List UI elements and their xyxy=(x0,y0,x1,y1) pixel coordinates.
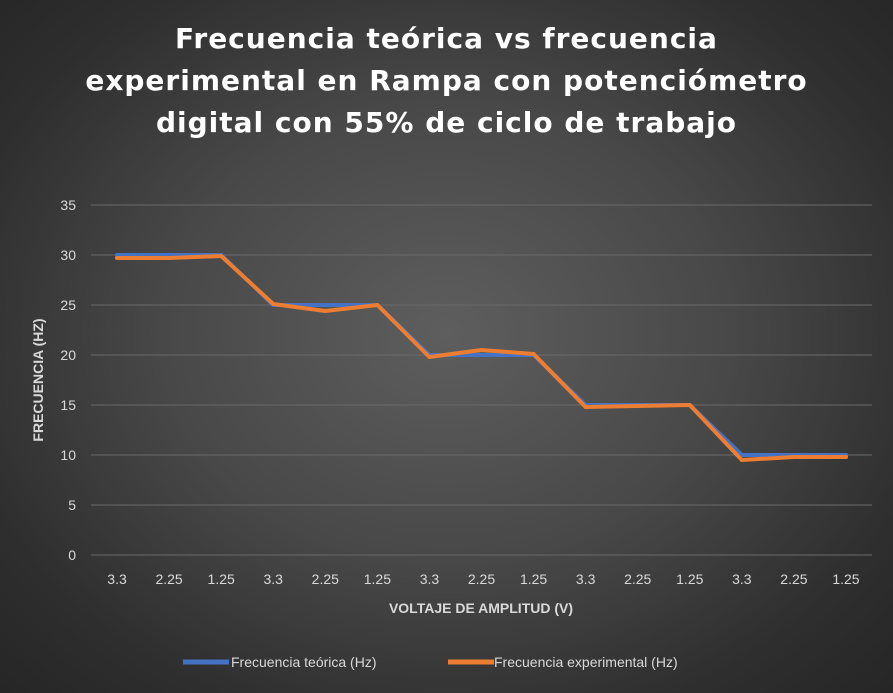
data-point-experimental xyxy=(635,404,640,408)
x-tick-label: 2.25 xyxy=(468,571,495,587)
x-tick-label: 1.25 xyxy=(520,571,547,587)
x-tick-label: 1.25 xyxy=(676,571,703,587)
data-point-experimental xyxy=(843,455,848,459)
y-tick-label: 15 xyxy=(60,397,76,413)
chart-title-line-1: Frecuencia teórica vs frecuencia xyxy=(175,22,718,55)
y-tick-labels: 0 5 10 15 20 25 30 35 xyxy=(60,197,76,563)
chart-title-line-2: experimental en Rampa con potenciómetro xyxy=(85,64,808,97)
data-point-experimental xyxy=(791,455,796,459)
series-line-experimental xyxy=(115,254,848,462)
data-point-experimental xyxy=(427,355,432,359)
chart-title-line-3: digital con 55% de ciclo de trabajo xyxy=(156,106,737,139)
y-tick-label: 0 xyxy=(68,547,76,563)
x-axis-label: VOLTAJE DE AMPLITUD (V) xyxy=(389,600,573,616)
y-tick-label: 5 xyxy=(68,497,76,513)
x-tick-label: 3.3 xyxy=(576,571,596,587)
data-point-experimental xyxy=(583,405,588,409)
data-point-experimental xyxy=(687,403,692,407)
legend: Frecuencia teórica (Hz) Frecuencia exper… xyxy=(183,654,678,670)
data-point-theoretical xyxy=(739,453,744,457)
y-tick-label: 30 xyxy=(60,247,76,263)
x-tick-label: 3.3 xyxy=(420,571,440,587)
x-tick-label: 2.25 xyxy=(624,571,651,587)
data-point-experimental xyxy=(219,254,224,258)
y-tick-label: 25 xyxy=(60,297,76,313)
x-tick-label: 2.25 xyxy=(312,571,339,587)
x-tick-label: 3.3 xyxy=(107,571,127,587)
legend-label-experimental: Frecuencia experimental (Hz) xyxy=(494,654,678,670)
legend-label-theoretical: Frecuencia teórica (Hz) xyxy=(231,654,377,670)
x-tick-label: 1.25 xyxy=(832,571,859,587)
x-tick-label: 1.25 xyxy=(208,571,235,587)
data-point-experimental xyxy=(271,302,276,306)
y-tick-label: 35 xyxy=(60,197,76,213)
data-point-experimental xyxy=(167,256,172,260)
series-lines xyxy=(115,253,848,462)
x-tick-label: 3.3 xyxy=(263,571,283,587)
x-tick-label: 1.25 xyxy=(364,571,391,587)
data-point-experimental xyxy=(531,352,536,356)
data-point-experimental xyxy=(115,256,120,260)
data-point-theoretical xyxy=(479,353,484,357)
y-tick-label: 20 xyxy=(60,347,76,363)
chart-title: Frecuencia teórica vs frecuencia experim… xyxy=(0,18,893,144)
x-tick-label: 3.3 xyxy=(732,571,752,587)
x-tick-label: 2.25 xyxy=(780,571,807,587)
x-tick-labels: 3.3 2.25 1.25 3.3 2.25 1.25 3.3 2.25 1.25 3.3 2.25… xyxy=(107,571,860,587)
data-point-experimental xyxy=(739,458,744,462)
data-point-experimental xyxy=(479,348,484,352)
y-axis-label: FRECUENCIA (HZ) xyxy=(30,318,46,441)
data-point-experimental xyxy=(375,303,380,307)
data-point-experimental xyxy=(323,309,328,313)
x-tick-label: 2.25 xyxy=(155,571,182,587)
data-point-theoretical xyxy=(323,303,328,307)
y-tick-label: 10 xyxy=(60,447,76,463)
